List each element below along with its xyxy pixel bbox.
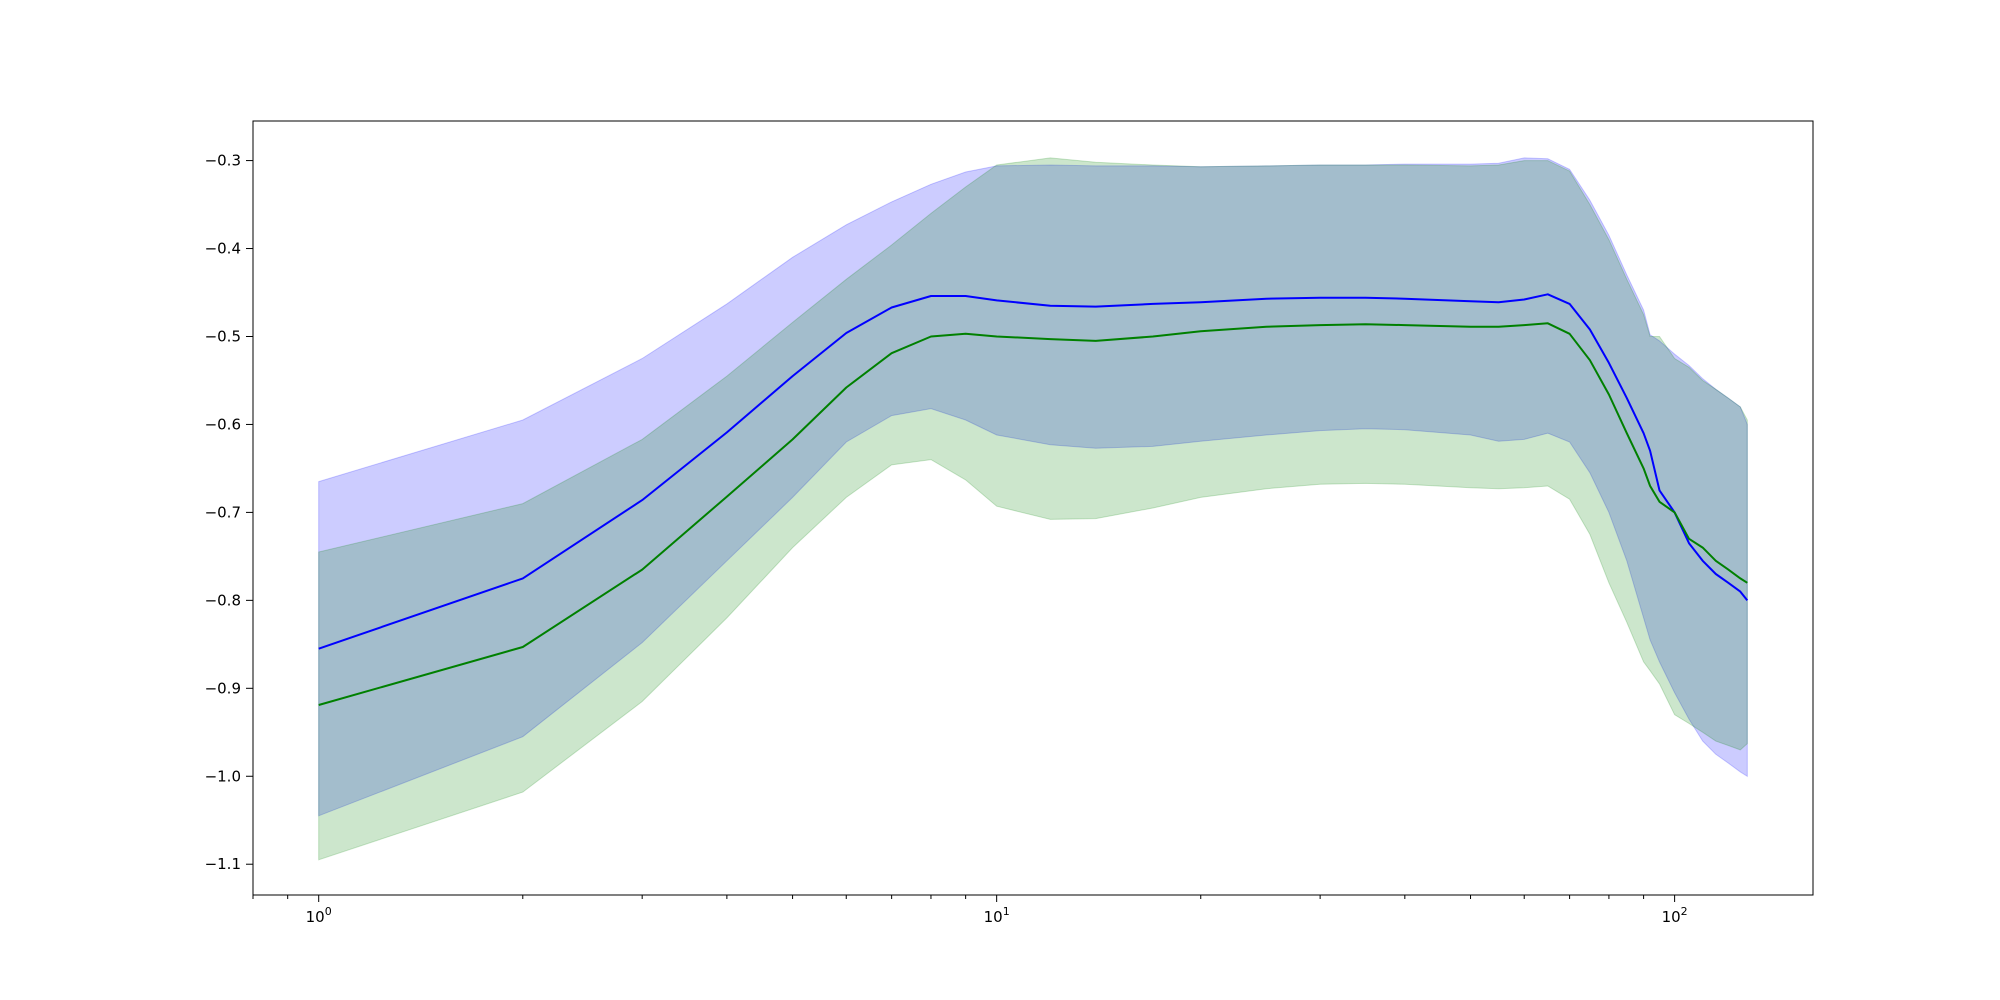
confidence-band-2 <box>318 157 1748 861</box>
y-tick-label: −0.9 <box>205 679 241 697</box>
y-tick-label: −0.4 <box>205 240 241 258</box>
x-axis: 100 101 102 <box>252 895 1688 926</box>
x-tick-label: 101 <box>984 905 1010 926</box>
confidence-band-1 <box>318 157 1748 817</box>
series-lines <box>318 293 1749 706</box>
x-tick-label: 102 <box>1662 905 1688 926</box>
x-tick-label: 100 <box>306 905 332 926</box>
y-tick-label: −0.5 <box>205 327 241 345</box>
y-tick-label: −0.7 <box>205 503 241 521</box>
y-tick-label: −1.1 <box>205 855 241 873</box>
series-line-2 <box>318 322 1748 706</box>
confidence-bands <box>318 157 1748 861</box>
y-tick-label: −0.3 <box>205 152 241 170</box>
y-tick-label: −0.6 <box>205 415 241 433</box>
plot-frame <box>252 120 1814 896</box>
y-axis: −0.3 −0.4 −0.5 −0.6 −0.7 −0.8 −0.9 −1.0 −1.1 <box>205 152 253 873</box>
y-tick-label: −1.0 <box>205 767 241 785</box>
y-tick-label: −0.8 <box>205 591 241 609</box>
